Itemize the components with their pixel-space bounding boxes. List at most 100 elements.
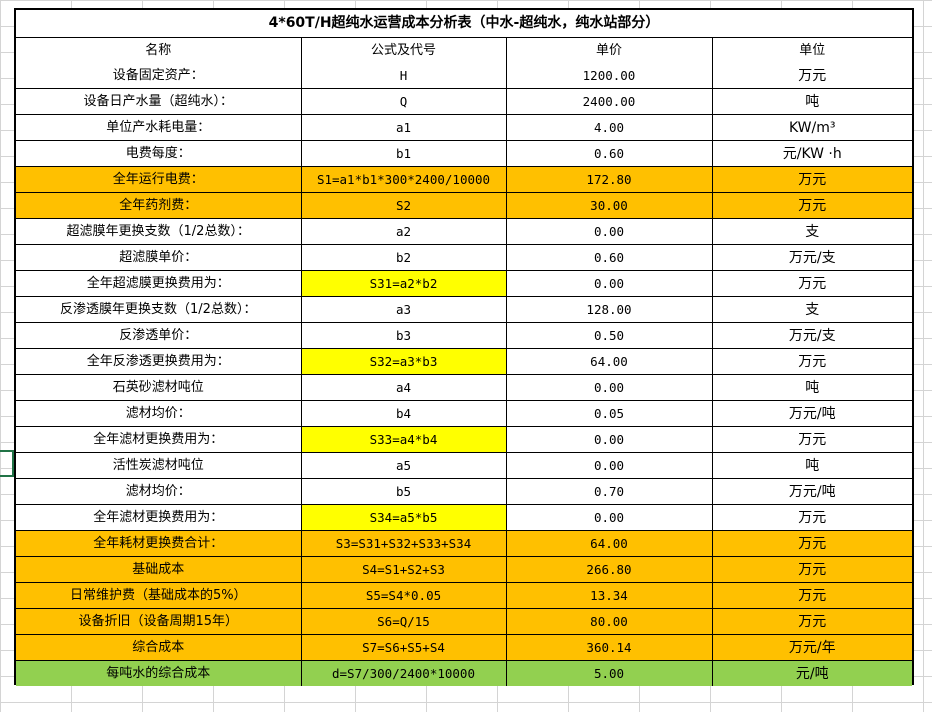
name-cell[interactable]: 反渗透单价： — [16, 322, 302, 349]
formula-cell[interactable]: S32=a3*b3 — [300, 348, 507, 375]
unit-cell[interactable]: 万元 — [711, 426, 912, 453]
name-cell[interactable]: 日常维护费（基础成本的5%） — [16, 582, 302, 609]
formula-cell[interactable]: S1=a1*b1*300*2400/10000 — [300, 166, 507, 193]
name-cell[interactable]: 设备日产水量（超纯水）： — [16, 88, 302, 115]
unit-cell[interactable]: 吨 — [711, 374, 912, 401]
formula-cell[interactable]: S4=S1+S2+S3 — [300, 556, 507, 583]
unit-cell[interactable]: 万元 — [711, 63, 912, 89]
header-unit[interactable]: 单位 — [711, 38, 912, 63]
formula-cell[interactable]: b2 — [300, 244, 507, 271]
unit-cell[interactable]: 支 — [711, 218, 912, 245]
formula-cell[interactable]: S6=Q/15 — [300, 608, 507, 635]
price-cell[interactable]: 64.00 — [505, 348, 713, 375]
price-cell[interactable]: 0.00 — [505, 426, 713, 453]
name-cell[interactable]: 石英砂滤材吨位 — [16, 374, 302, 401]
price-cell[interactable]: 0.50 — [505, 322, 713, 349]
formula-cell[interactable]: b1 — [300, 140, 507, 167]
unit-cell[interactable]: 万元 — [711, 582, 912, 609]
name-cell[interactable]: 全年超滤膜更换费用为： — [16, 270, 302, 297]
name-cell[interactable]: 综合成本 — [16, 634, 302, 661]
formula-cell[interactable]: b3 — [300, 322, 507, 349]
name-cell[interactable]: 全年运行电费： — [16, 166, 302, 193]
price-cell[interactable]: 266.80 — [505, 556, 713, 583]
unit-cell[interactable]: 万元 — [711, 192, 912, 219]
price-cell[interactable]: 30.00 — [505, 192, 713, 219]
price-cell[interactable]: 0.00 — [505, 270, 713, 297]
price-cell[interactable]: 1200.00 — [505, 63, 713, 89]
name-cell[interactable]: 基础成本 — [16, 556, 302, 583]
name-cell[interactable]: 全年滤材更换费用为： — [16, 426, 302, 453]
name-cell[interactable]: 全年耗材更换费合计： — [16, 530, 302, 557]
name-cell[interactable]: 滤材均价： — [16, 400, 302, 427]
formula-cell[interactable]: b5 — [300, 478, 507, 505]
unit-cell[interactable]: 吨 — [711, 452, 912, 479]
name-cell[interactable]: 滤材均价： — [16, 478, 302, 505]
price-cell[interactable]: 0.00 — [505, 452, 713, 479]
formula-cell[interactable]: S31=a2*b2 — [300, 270, 507, 297]
formula-cell[interactable]: S2 — [300, 192, 507, 219]
header-name[interactable]: 名称 — [16, 38, 302, 63]
formula-cell[interactable]: a5 — [300, 452, 507, 479]
header-price[interactable]: 单价 — [505, 38, 713, 63]
formula-cell[interactable]: b4 — [300, 400, 507, 427]
formula-cell[interactable]: S34=a5*b5 — [300, 504, 507, 531]
unit-cell[interactable]: 万元/年 — [711, 634, 912, 661]
unit-cell[interactable]: 万元 — [711, 608, 912, 635]
formula-cell[interactable]: S33=a4*b4 — [300, 426, 507, 453]
unit-cell[interactable]: 万元/吨 — [711, 478, 912, 505]
price-cell[interactable]: 4.00 — [505, 114, 713, 141]
formula-cell[interactable]: a4 — [300, 374, 507, 401]
name-cell[interactable]: 设备固定资产： — [16, 63, 302, 89]
unit-cell[interactable]: 万元 — [711, 530, 912, 557]
formula-cell[interactable]: S3=S31+S32+S33+S34 — [300, 530, 507, 557]
price-cell[interactable]: 0.05 — [505, 400, 713, 427]
unit-cell[interactable]: 万元 — [711, 556, 912, 583]
formula-cell[interactable]: S5=S4*0.05 — [300, 582, 507, 609]
price-cell[interactable]: 2400.00 — [505, 88, 713, 115]
name-cell[interactable]: 活性炭滤材吨位 — [16, 452, 302, 479]
price-cell[interactable]: 80.00 — [505, 608, 713, 635]
formula-cell[interactable]: a1 — [300, 114, 507, 141]
formula-cell[interactable]: S7=S6+S5+S4 — [300, 634, 507, 661]
unit-cell[interactable]: 万元/吨 — [711, 400, 912, 427]
header-formula[interactable]: 公式及代号 — [300, 38, 507, 63]
unit-cell[interactable]: 万元/支 — [711, 322, 912, 349]
unit-cell[interactable]: 万元 — [711, 348, 912, 375]
unit-cell[interactable]: KW/m³ — [711, 114, 912, 141]
price-cell[interactable]: 0.60 — [505, 244, 713, 271]
price-cell[interactable]: 13.34 — [505, 582, 713, 609]
unit-cell[interactable]: 元/KW ·h — [711, 140, 912, 167]
unit-cell[interactable]: 万元 — [711, 504, 912, 531]
name-cell[interactable]: 全年滤材更换费用为： — [16, 504, 302, 531]
price-cell[interactable]: 172.80 — [505, 166, 713, 193]
unit-cell[interactable]: 元/吨 — [711, 660, 912, 686]
formula-cell[interactable]: Q — [300, 88, 507, 115]
formula-cell[interactable]: d=S7/300/2400*10000 — [300, 660, 507, 686]
name-cell[interactable]: 单位产水耗电量： — [16, 114, 302, 141]
price-cell[interactable]: 64.00 — [505, 530, 713, 557]
name-cell[interactable]: 超滤膜单价： — [16, 244, 302, 271]
unit-cell[interactable]: 万元 — [711, 166, 912, 193]
unit-cell[interactable]: 万元/支 — [711, 244, 912, 271]
price-cell[interactable]: 0.00 — [505, 218, 713, 245]
name-cell[interactable]: 电费每度： — [16, 140, 302, 167]
price-cell[interactable]: 0.60 — [505, 140, 713, 167]
name-cell[interactable]: 设备折旧（设备周期15年） — [16, 608, 302, 635]
unit-cell[interactable]: 支 — [711, 296, 912, 323]
formula-cell[interactable]: a2 — [300, 218, 507, 245]
name-cell[interactable]: 超滤膜年更换支数（1/2总数）： — [16, 218, 302, 245]
unit-cell[interactable]: 吨 — [711, 88, 912, 115]
name-cell[interactable]: 全年反渗透更换费用为： — [16, 348, 302, 375]
price-cell[interactable]: 0.00 — [505, 374, 713, 401]
price-cell[interactable]: 5.00 — [505, 660, 713, 686]
unit-cell[interactable]: 万元 — [711, 270, 912, 297]
price-cell[interactable]: 0.70 — [505, 478, 713, 505]
price-cell[interactable]: 128.00 — [505, 296, 713, 323]
formula-cell[interactable]: a3 — [300, 296, 507, 323]
name-cell[interactable]: 每吨水的综合成本 — [16, 660, 302, 686]
price-cell[interactable]: 0.00 — [505, 504, 713, 531]
name-cell[interactable]: 反渗透膜年更换支数（1/2总数）： — [16, 296, 302, 323]
name-cell[interactable]: 全年药剂费： — [16, 192, 302, 219]
price-cell[interactable]: 360.14 — [505, 634, 713, 661]
formula-cell[interactable]: H — [300, 63, 507, 89]
